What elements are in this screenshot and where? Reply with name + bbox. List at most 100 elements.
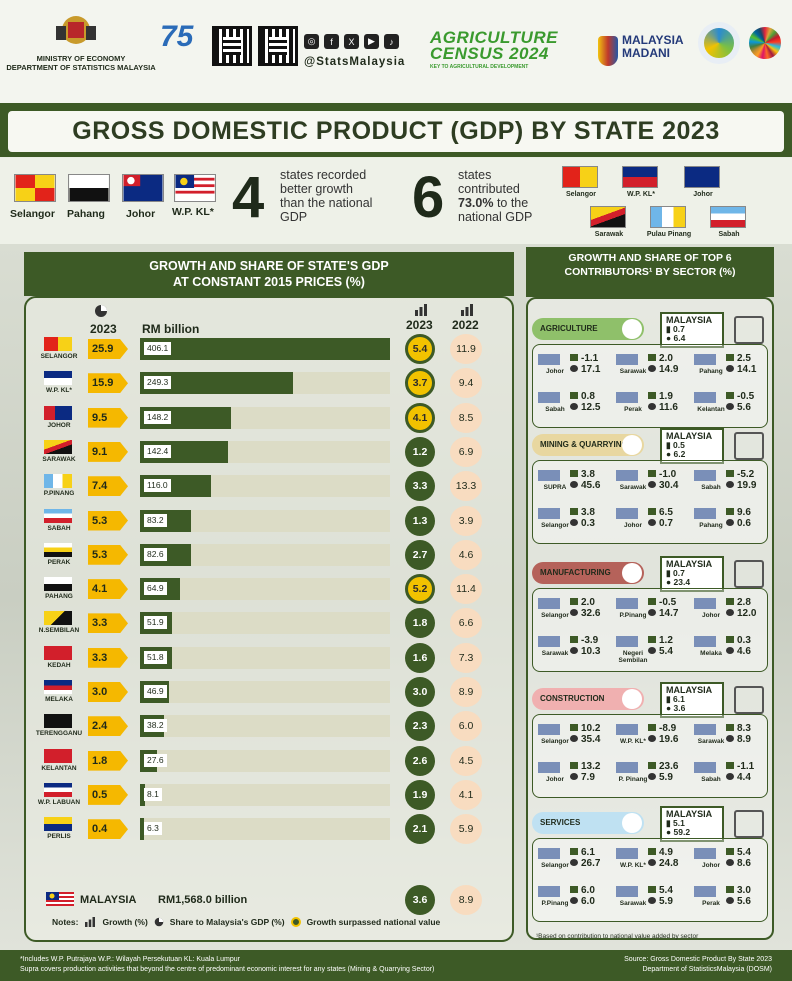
state-name: Perak [624, 406, 642, 413]
share-value: 25.9 [88, 339, 128, 359]
flag-label: W.P. KL* [627, 191, 655, 198]
surpassed-marker-icon [290, 917, 301, 927]
youtube-icon[interactable]: ▶ [364, 34, 379, 49]
social-handle[interactable]: @StatsMalaysia [304, 56, 406, 68]
gdp-value: 82.6 [144, 547, 167, 561]
flag-pahang-icon [68, 174, 110, 202]
flag-icon [616, 470, 638, 481]
state-name: SUPRA [543, 484, 567, 491]
sector-state-item: Selangor 2.0 32.6 [538, 597, 618, 628]
instagram-icon[interactable]: ◎ [304, 34, 319, 49]
flag-icon [44, 748, 72, 763]
flag-label: Johor [693, 191, 713, 198]
share-col-header: 2023 [90, 322, 117, 336]
state-share: 5.9 [648, 896, 673, 907]
qr-code-icon [212, 26, 252, 66]
growth-2022: 13.3 [450, 471, 482, 502]
tiktok-icon[interactable]: ♪ [384, 34, 399, 49]
state-growth: -8.9 [648, 723, 676, 734]
state-growth: 13.2 [570, 761, 600, 772]
pie-share-icon [154, 917, 164, 927]
malaysia-growth: ▮ 5.1 [666, 818, 685, 828]
gdp-value: 83.2 [144, 513, 167, 527]
state-share: 0.6 [726, 518, 751, 529]
state-name: Selangor [541, 738, 569, 745]
sector-name: CONSTRUCTION [540, 694, 605, 703]
social-icons: ◎ f X ▶ ♪ [304, 34, 399, 49]
madani-line1: MALAYSIA [622, 33, 684, 47]
footer-dept: Department of StatisticsMalaysia (DOSM) [642, 966, 772, 973]
state-growth: 4.9 [648, 847, 673, 858]
flag-icon [616, 762, 638, 773]
facebook-icon[interactable]: f [324, 34, 339, 49]
growth-2023: 2.7 [405, 539, 435, 570]
state-growth: 2.5 [726, 353, 751, 364]
state-share: 17.1 [570, 364, 600, 375]
flag-icon [44, 474, 72, 489]
malaysia-sector-box: MALAYSIA ▮ 6.1 ● 3.6 [660, 682, 724, 718]
malaysia-share: ● 3.6 [666, 703, 686, 713]
flag-kl-icon [174, 174, 216, 202]
state-growth: -1.1 [726, 761, 754, 772]
state-growth: -3.9 [570, 635, 598, 646]
page-title: GROSS DOMESTIC PRODUCT (GDP) BY STATE 20… [8, 111, 784, 152]
flag-icon [44, 714, 72, 729]
flag-icon [616, 848, 638, 859]
growth-2022: 6.0 [450, 711, 482, 742]
sector-name: MINING & QUARRYING [540, 440, 628, 449]
state-growth: 23.6 [648, 761, 678, 772]
state-share: 5.9 [648, 772, 673, 783]
state-name: P.Pinang [619, 612, 647, 619]
flag-icon [44, 645, 72, 660]
growth-bar-icon [85, 917, 96, 927]
state-share: 14.7 [648, 608, 678, 619]
flag-icon [538, 724, 560, 735]
gdp-bar-track: 46.9 [140, 681, 390, 703]
malaysia-share-value: 59.2 [673, 827, 691, 837]
gdp-value: 51.9 [144, 616, 167, 630]
malaysia-growth-2022: 8.9 [450, 885, 482, 915]
state-growth: 9.6 [726, 507, 751, 518]
census-line2: CENSUS 2024 [430, 44, 549, 63]
state-share: 5.6 [726, 402, 751, 413]
x-icon[interactable]: X [344, 34, 359, 49]
share-value: 4.1 [88, 579, 128, 600]
note-surpassed: Growth surpassed national value [306, 917, 441, 927]
flag-label: W.P. KL* [172, 206, 214, 218]
state-growth: 3.8 [570, 469, 595, 480]
footer-note2: Supra covers production activities that … [20, 966, 435, 973]
gdp-bar-track: 83.2 [140, 509, 390, 532]
state-growth: 10.2 [570, 723, 600, 734]
flag-icon [694, 470, 716, 481]
share-value: 7.4 [88, 476, 128, 497]
flag-label: Selangor [10, 208, 55, 220]
state-share: 35.4 [570, 734, 600, 745]
growth-2022: 4.5 [450, 745, 482, 776]
flag-label: Sabah [718, 231, 740, 238]
census-tagline: KEY TO AGRICULTURAL DEVELOPMENT [430, 64, 529, 70]
state-growth: 0.8 [570, 391, 595, 402]
state-name: Johor [545, 368, 565, 375]
state-name: Johor [545, 776, 565, 783]
state-name: SELANGOR [40, 353, 78, 360]
sector-name: SERVICES [540, 818, 581, 827]
malaysia-sector-box: MALAYSIA ▮ 0.7 ● 23.4 [660, 556, 724, 592]
flag-icon [538, 848, 560, 859]
state-share: 14.9 [648, 364, 678, 375]
footer-source: Source: Gross Domestic Product By State … [624, 956, 772, 963]
flag-icon [538, 762, 560, 773]
rm-col-header: RM billion [142, 322, 200, 336]
malaysia-growth-value: 6.1 [673, 694, 685, 704]
state-name: Sarawak [619, 900, 647, 907]
growth-2023: 3.7 [405, 368, 435, 399]
state-growth: -0.5 [648, 597, 676, 608]
sdg-wheel-icon [744, 22, 786, 64]
growth-2022: 3.9 [450, 505, 482, 536]
share-value: 0.4 [88, 819, 128, 840]
flag-icon [710, 206, 746, 228]
state-share: 19.9 [726, 480, 756, 491]
flag-selangor-icon [14, 174, 56, 202]
state-growth: 5.4 [726, 847, 751, 858]
state-growth: 2.8 [726, 597, 751, 608]
sector-state-item: Johor 2.8 12.0 [694, 597, 774, 628]
